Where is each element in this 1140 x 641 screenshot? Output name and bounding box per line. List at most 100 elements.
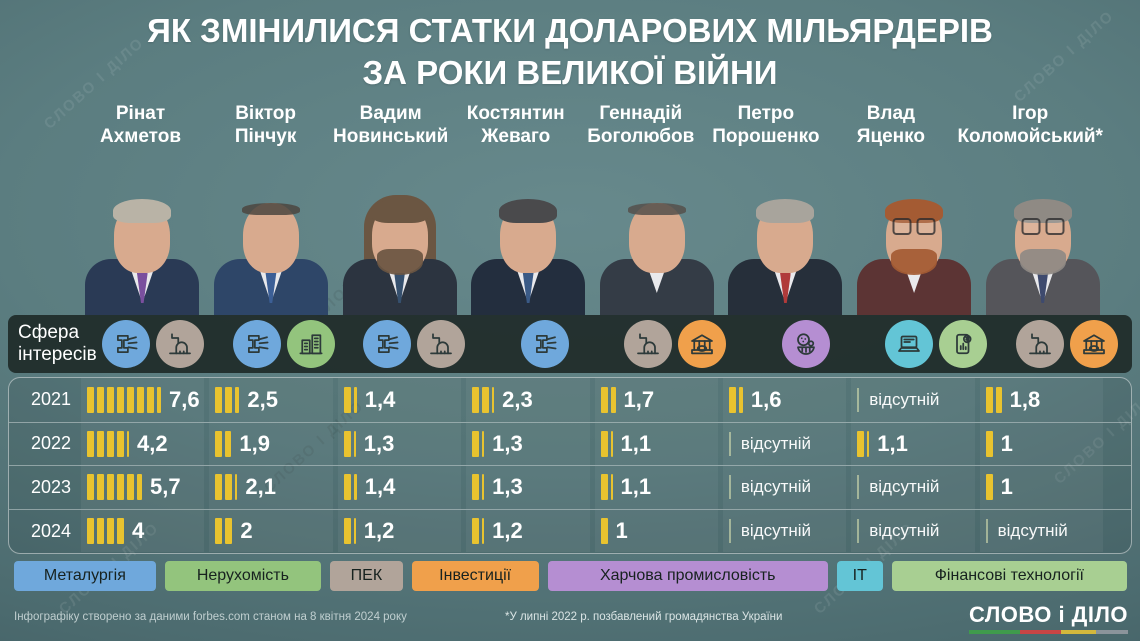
sphere-icons-group	[1002, 315, 1133, 373]
person-photo	[726, 157, 844, 315]
pek-icon	[624, 320, 673, 368]
person-name: Ігор Коломойський*	[957, 103, 1103, 148]
wealth-value: 5,7	[150, 474, 181, 500]
wealth-bars	[343, 518, 356, 545]
pek-icon	[156, 320, 205, 368]
absent-label: відсутній	[740, 433, 812, 453]
wealth-value: 1,1	[620, 430, 652, 456]
person-name: Вадим Новинський	[333, 103, 449, 148]
page-title-line1: ЯК ЗМІНИЛИСЯ СТАТКИ ДОЛАРОВИХ МІЛЬЯРДЕРІ…	[147, 12, 993, 49]
absent-value: відсутній	[857, 387, 939, 412]
wealth-bars	[215, 474, 238, 501]
wealth-value: 4,2	[137, 430, 168, 456]
sphere-strip: Сфера інтересів	[8, 315, 1132, 373]
real-estate-icon	[286, 320, 335, 368]
photos-row	[78, 152, 1107, 315]
wealth-value: 1,2	[363, 518, 395, 544]
absent-tick	[857, 519, 860, 544]
person-name: Віктор Пінчук	[234, 103, 297, 148]
wealth-cell: 7,6	[79, 378, 207, 422]
investments-icon	[678, 320, 727, 368]
wealth-table: 2021 7,6 2,5 1,4 2,3 1,7 1,6 відсутній 1,8 2022 4,…	[8, 377, 1132, 554]
wealth-value: 2	[240, 518, 253, 544]
legend-badge: Металургія	[14, 561, 156, 591]
person-photo	[469, 157, 587, 315]
year-row: 2024 4 2 1,2 1,2 1 відсутній відсутній відсутній	[9, 508, 1131, 553]
absent-label: відсутній	[997, 521, 1068, 541]
wealth-bars	[600, 518, 608, 545]
wealth-value: 2,3	[502, 386, 533, 412]
wealth-bars	[600, 430, 613, 457]
wealth-value: 1,3	[492, 474, 523, 500]
wealth-bars	[87, 518, 124, 545]
absent-value: відсутній	[857, 519, 939, 544]
person-photo-slot	[978, 152, 1107, 315]
wealth-bars	[985, 386, 1002, 413]
sphere-icons-group	[88, 315, 219, 373]
person-photo-slot	[721, 152, 850, 315]
wealth-cell: відсутній	[721, 422, 849, 466]
metallurgy-icon	[520, 320, 569, 368]
wealth-cell: 2	[207, 509, 335, 553]
absent-value: відсутній	[985, 519, 1068, 544]
wealth-value: 1,1	[877, 430, 908, 456]
metallurgy-icon	[232, 320, 281, 368]
wealth-cell: відсутній	[849, 509, 977, 553]
wealth-value: 1,7	[623, 386, 655, 412]
wealth-cell: 1,2	[464, 509, 592, 553]
brand-logo: СЛОВО і ДІЛО	[968, 602, 1128, 634]
person-photo	[984, 157, 1102, 315]
absent-tick	[728, 475, 731, 500]
wealth-value: 2,1	[245, 474, 276, 500]
wealth-bars	[985, 430, 993, 457]
legend-badge: ІТ	[836, 561, 883, 591]
wealth-cell: 1,8	[978, 378, 1106, 422]
wealth-value: 1,9	[239, 430, 270, 456]
wealth-bars	[600, 474, 613, 501]
footer-source-note: Інфографіку створено за даними forbes.co…	[14, 611, 407, 623]
wealth-bars	[472, 430, 485, 457]
wealth-value: 1	[1000, 430, 1013, 456]
sphere-icons-group	[480, 315, 611, 373]
sphere-icons-group	[741, 315, 872, 373]
absent-value: відсутній	[728, 431, 812, 456]
wealth-value: 1,8	[1009, 386, 1041, 412]
legend: Металургія Нерухомість ПЕК Інвестиції Харчов…	[14, 561, 1127, 591]
brand-logo-text: СЛОВО і ДІЛО	[968, 602, 1128, 627]
wealth-bars	[343, 474, 357, 501]
wealth-cell: 1,4	[336, 378, 464, 422]
wealth-cell: 1,1	[593, 466, 721, 509]
legend-badge: Харчова промисловість	[547, 561, 828, 591]
wealth-cell: 1,2	[336, 509, 464, 553]
person-photo-slot	[78, 152, 207, 315]
absent-label: відсутній	[740, 477, 812, 497]
person-name: Рінат Ахметов	[100, 103, 182, 148]
wealth-cell: 1,1	[849, 422, 977, 466]
year-label: 2024	[31, 520, 72, 541]
it-icon	[885, 320, 934, 368]
person-photo	[212, 157, 330, 315]
wealth-cell: 1	[978, 466, 1106, 509]
legend-badge: ПЕК	[330, 561, 403, 591]
person-photo-slot	[593, 152, 722, 315]
absent-value: відсутній	[728, 475, 812, 500]
wealth-bars	[472, 518, 485, 545]
metallurgy-icon	[102, 320, 151, 368]
wealth-bars	[472, 474, 485, 501]
year-row: 2021 7,6 2,5 1,4 2,3 1,7 1,6 відсутній 1,8	[9, 378, 1131, 422]
person-name: Геннадій Боголюбов	[587, 103, 695, 148]
person-name: Петро Порошенко	[712, 103, 820, 148]
wealth-bars	[472, 386, 495, 413]
wealth-cell: 1,6	[721, 378, 849, 422]
absent-tick	[857, 475, 860, 500]
year-row: 2022 4,2 1,9 1,3 1,3 1,1 відсутній 1,1 1	[9, 421, 1131, 466]
absent-label: відсутній	[869, 477, 940, 497]
wealth-value: 1,4	[364, 386, 396, 412]
wealth-bars	[343, 386, 357, 413]
person-name: Костянтин Жеваго	[466, 103, 565, 148]
wealth-bars	[87, 386, 161, 413]
wealth-cell: 1	[593, 509, 721, 553]
person-photo-slot	[335, 152, 464, 315]
wealth-bars	[343, 430, 356, 457]
brand-logo-underline	[968, 630, 1128, 634]
